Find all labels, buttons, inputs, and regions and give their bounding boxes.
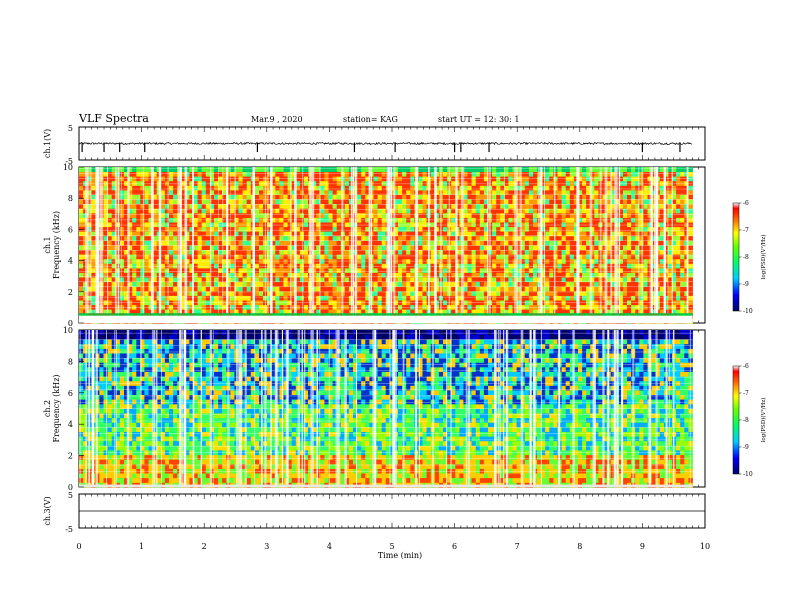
colorbar-tick: -6 xyxy=(743,200,749,207)
ch2-colorbar: -6 -7 -8 -9 -10 log(PSD)(V²/Hz) xyxy=(733,363,767,478)
y-tick-label: 2 xyxy=(68,452,73,461)
y-tick-label: 6 xyxy=(68,225,73,234)
y-tick-label: -5 xyxy=(65,525,73,534)
x-tick-label: 10 xyxy=(700,542,710,551)
x-axis-label: Time (min) xyxy=(378,551,422,560)
colorbar-ramp xyxy=(733,366,739,474)
colorbar-label: log(PSD)(V²/Hz) xyxy=(760,235,767,280)
colorbar-tick: -10 xyxy=(743,308,753,315)
ch1-trace xyxy=(79,143,692,145)
x-tick-label: 0 xyxy=(76,542,81,551)
colorbar-tick: -9 xyxy=(743,444,749,451)
x-tick-label: 2 xyxy=(202,542,207,551)
y-axis-label: Frequency (kHz) xyxy=(52,374,61,442)
x-axis: 0 1 2 3 4 5 6 7 8 9 10 xyxy=(76,542,710,551)
y-tick-label: 10 xyxy=(63,163,73,172)
x-tick-label: 4 xyxy=(327,542,332,551)
y-axis-label: ch.3(V) xyxy=(43,496,52,525)
y-axis-label: ch.1 xyxy=(43,236,52,253)
colorbar-tick: -6 xyxy=(743,363,749,370)
colorbar-tick: -7 xyxy=(743,227,749,234)
y-tick-label: 5 xyxy=(68,124,73,133)
x-tick-label: 7 xyxy=(515,542,520,551)
y-tick-label: 5 xyxy=(68,491,73,500)
y-tick-label: 2 xyxy=(68,288,73,297)
y-axis-label: Frequency (kHz) xyxy=(52,211,61,279)
colorbar-label: log(PSD)(V²/Hz) xyxy=(760,398,767,443)
start-time-label: start UT = 12: 30: 1 xyxy=(438,115,519,124)
x-tick-label: 9 xyxy=(640,542,645,551)
colorbar-ramp xyxy=(733,203,739,311)
x-tick-label: 3 xyxy=(264,542,269,551)
y-tick-label: 6 xyxy=(68,389,73,398)
ch2-spectrogram xyxy=(79,330,693,487)
figure-title: VLF Spectra xyxy=(78,112,149,125)
x-tick-label: 1 xyxy=(139,542,144,551)
y-tick-label: 0 xyxy=(68,483,73,492)
colorbar-tick: -10 xyxy=(743,471,753,478)
ch1-colorbar: -6 -7 -8 -9 -10 log(PSD)(V²/Hz) xyxy=(733,200,767,315)
colorbar-tick: -9 xyxy=(743,281,749,288)
y-axis-label: ch.1(V) xyxy=(43,129,52,158)
y-tick-label: 4 xyxy=(68,257,73,266)
ch1-waveform xyxy=(79,143,692,153)
x-tick-label: 8 xyxy=(577,542,582,551)
colorbar-tick: -8 xyxy=(743,417,749,424)
x-tick-label: 5 xyxy=(389,542,394,551)
y-axis-label: ch.2 xyxy=(43,400,52,417)
colorbar-tick: -7 xyxy=(743,390,749,397)
colorbar-tick: -8 xyxy=(743,254,749,261)
date-label: Mar.9 , 2020 xyxy=(251,115,303,124)
y-tick-label: 4 xyxy=(68,420,73,429)
station-label: station= KAG xyxy=(343,115,398,124)
x-tick-label: 6 xyxy=(452,542,457,551)
y-tick-label: 8 xyxy=(68,357,73,366)
ch1-spectrogram xyxy=(79,167,693,323)
y-tick-label: 8 xyxy=(68,194,73,203)
y-tick-label: 10 xyxy=(63,326,73,335)
